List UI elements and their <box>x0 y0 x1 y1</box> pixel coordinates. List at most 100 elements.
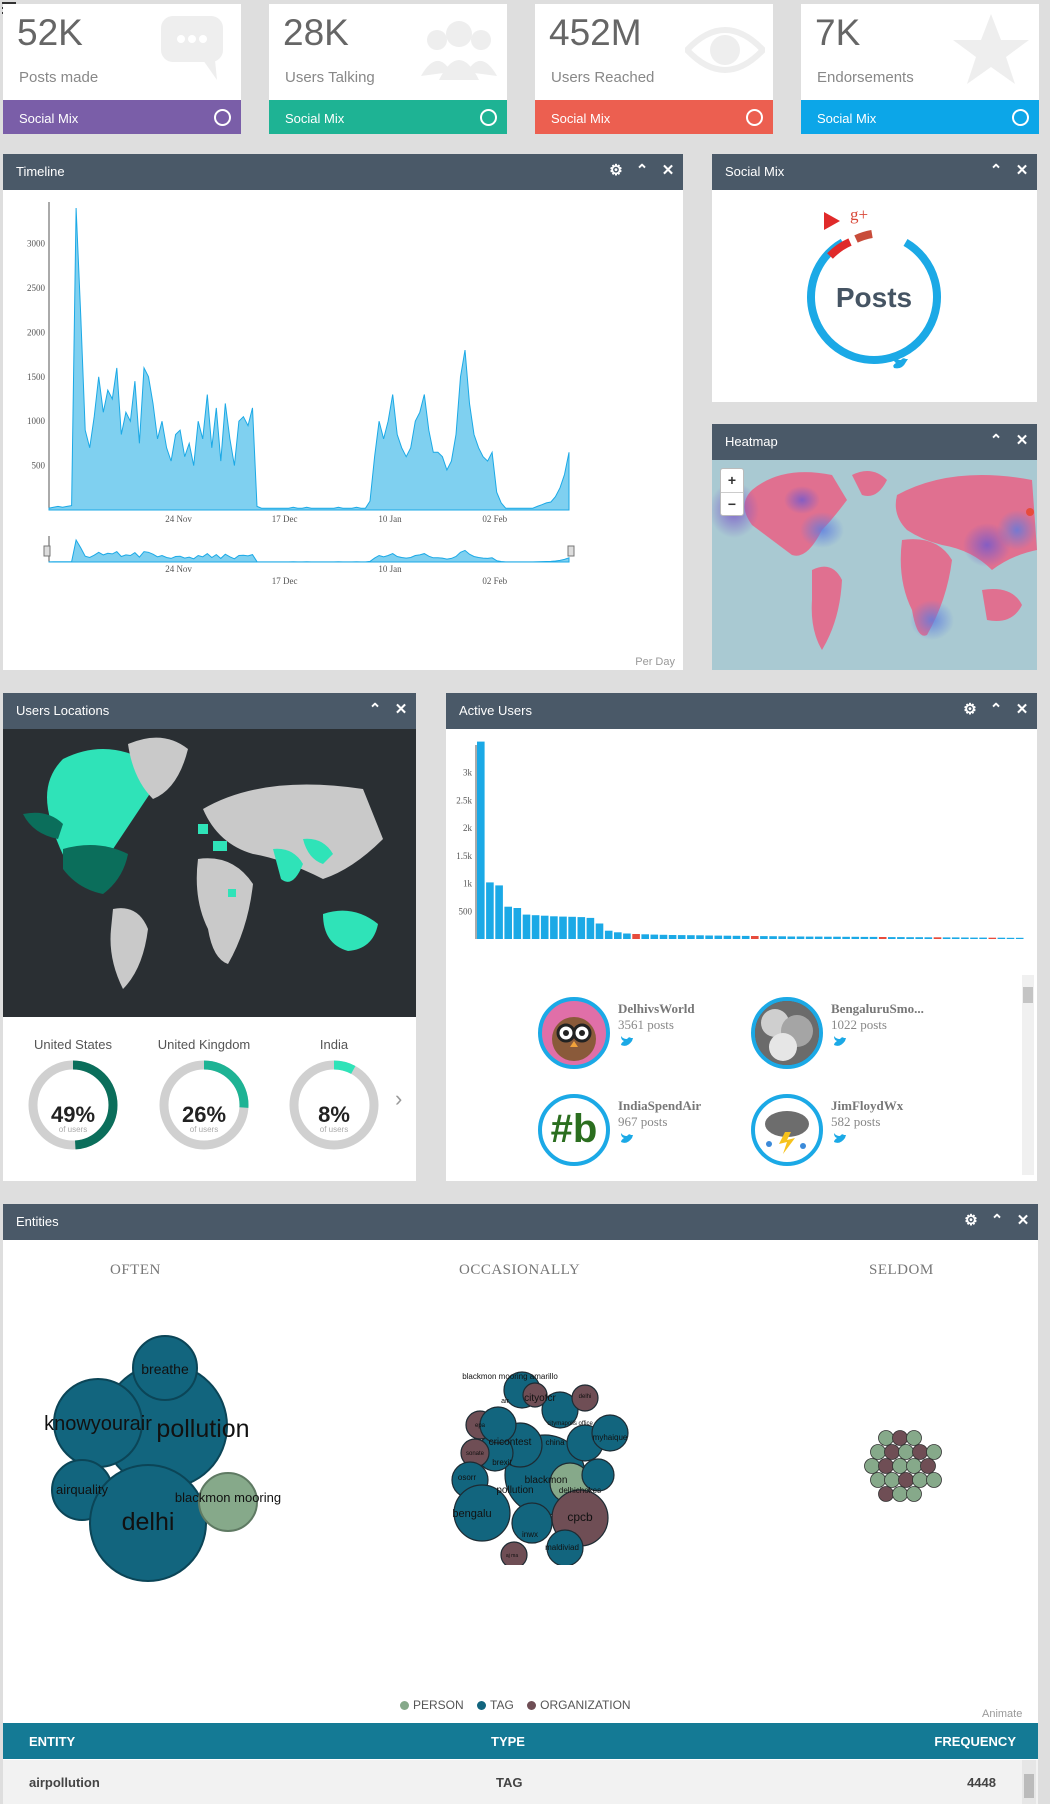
user-card[interactable]: BengaluruSmo... 1022 posts <box>751 997 971 1077</box>
country-donut[interactable]: United Kingdom 26% of users <box>149 1037 259 1157</box>
gear-icon[interactable]: ⚙ <box>609 162 623 179</box>
country-donut[interactable]: United States 49% of users <box>18 1037 128 1157</box>
bar <box>1006 937 1015 939</box>
bubble <box>870 1444 886 1460</box>
y-tick-label: 2k <box>463 823 473 833</box>
bubble <box>912 1472 928 1488</box>
gear-icon[interactable]: ⚙ <box>964 1212 978 1229</box>
user-name: IndiaSpendAir <box>618 1098 702 1113</box>
arrow-circle-icon[interactable] <box>1012 109 1029 126</box>
bar <box>878 937 887 939</box>
bar <box>696 935 704 939</box>
donut-value <box>159 1060 249 1150</box>
close-icon[interactable]: ✕ <box>394 701 408 718</box>
bar <box>851 936 860 939</box>
social-mix-link[interactable]: Social Mix <box>269 100 507 134</box>
col-entity[interactable]: ENTITY <box>29 1734 76 1749</box>
table-row[interactable]: airpollution TAG 4448 <box>3 1760 1038 1804</box>
bubble <box>892 1486 908 1502</box>
zoom-out-button[interactable]: − <box>727 496 737 512</box>
youtube-icon <box>824 212 840 230</box>
col-frequency[interactable]: FREQUENCY <box>934 1734 1016 1749</box>
navigator-area <box>48 538 570 563</box>
collapse-icon[interactable]: ⌃ <box>989 432 1003 449</box>
avatar <box>751 997 823 1069</box>
bar <box>796 936 805 939</box>
table-scrollbar[interactable] <box>1022 1760 1036 1804</box>
bubble-label: cricontest <box>489 1437 532 1448</box>
collapse-icon[interactable]: ⌃ <box>635 162 649 179</box>
col-type[interactable]: TYPE <box>491 1734 525 1749</box>
stat-value: 28K <box>283 12 349 53</box>
scrollbar[interactable] <box>1022 975 1034 1175</box>
zoom-in-button[interactable]: + <box>721 469 743 493</box>
bar <box>504 906 512 939</box>
close-icon[interactable]: ✕ <box>1015 432 1029 449</box>
country-percent: 49% <box>50 1102 96 1127</box>
x-tick-label: 02 Feb <box>482 514 507 524</box>
bar <box>495 885 503 939</box>
arrow-circle-icon[interactable] <box>214 109 231 126</box>
column-seldom: SELDOM <box>869 1262 934 1278</box>
bar <box>805 936 814 939</box>
twitter-icon <box>834 1133 846 1143</box>
bar <box>641 934 649 939</box>
chevron-right-icon[interactable]: › <box>395 1086 403 1111</box>
donut-ring <box>28 1060 118 1150</box>
bubble-label: cpcb <box>567 1510 593 1524</box>
user-list: DelhivsWorld 3561 posts BengaluruSmo... … <box>446 975 1037 1181</box>
posts-center-label: Posts <box>836 282 912 313</box>
social-mix-link[interactable]: Social Mix <box>801 100 1039 134</box>
user-card[interactable]: DelhivsWorld 3561 posts <box>538 997 758 1077</box>
cell-entity: airpollution <box>29 1775 100 1790</box>
seldom-bubbles[interactable] <box>852 1420 952 1520</box>
collapse-icon[interactable]: ⌃ <box>990 1212 1004 1229</box>
arrow-circle-icon[interactable] <box>480 109 497 126</box>
user-card[interactable]: JimFloydWx 582 posts <box>751 1094 971 1174</box>
animate-link[interactable]: Animate <box>982 1708 1023 1720</box>
country-name: United Kingdom <box>157 1037 251 1052</box>
chat-bubble-icon <box>161 16 223 80</box>
panel-header: Entities ⚙ ⌃ ✕ <box>3 1204 1038 1240</box>
country-donut[interactable]: India 8% of users <box>279 1037 389 1157</box>
close-icon[interactable]: ✕ <box>1016 1212 1030 1229</box>
bar <box>623 933 631 939</box>
collapse-icon[interactable]: ⌃ <box>989 162 1003 179</box>
bubble <box>500 1541 528 1565</box>
bar <box>577 917 586 939</box>
stat-label: Users Talking <box>285 69 375 86</box>
bar <box>659 934 668 939</box>
stat-value: 52K <box>17 12 83 53</box>
bar <box>842 936 850 939</box>
bar <box>814 936 823 939</box>
gear-icon[interactable]: ⚙ <box>963 701 977 718</box>
avatar <box>751 1094 823 1166</box>
bubble-label: air <box>501 1398 509 1405</box>
bar <box>568 916 576 939</box>
bubble <box>906 1458 922 1474</box>
y-tick-label: 1000 <box>27 416 46 426</box>
y-tick-label: 500 <box>459 906 473 916</box>
arrow-circle-icon[interactable] <box>746 109 763 126</box>
bubble <box>892 1430 908 1446</box>
bubble <box>906 1430 922 1446</box>
often-bubbles[interactable]: breathe knowyourair pollution airquality… <box>20 1330 320 1600</box>
collapse-icon[interactable]: ⌃ <box>368 701 382 718</box>
bar <box>824 936 832 939</box>
occasionally-bubbles[interactable]: blackmon mooring amarillo cityofcr air delh… <box>450 1365 650 1565</box>
social-mix-link[interactable]: Social Mix <box>3 100 241 134</box>
user-card[interactable]: #b IndiaSpendAir 967 posts <box>538 1094 758 1174</box>
y-tick-label: 2.5k <box>456 795 472 805</box>
bar <box>970 937 978 939</box>
users-icon <box>421 21 497 80</box>
social-mix-link[interactable]: Social Mix <box>535 100 773 134</box>
close-icon[interactable]: ✕ <box>1015 701 1029 718</box>
user-name: BengaluruSmo... <box>831 1001 924 1016</box>
close-icon[interactable]: ✕ <box>661 162 675 179</box>
collapse-icon[interactable]: ⌃ <box>989 701 1003 718</box>
users-world-map[interactable] <box>3 729 416 1017</box>
bar <box>595 923 604 939</box>
heatmap-map[interactable] <box>712 460 1037 670</box>
cell-frequency: 4448 <box>967 1775 996 1790</box>
close-icon[interactable]: ✕ <box>1015 162 1029 179</box>
